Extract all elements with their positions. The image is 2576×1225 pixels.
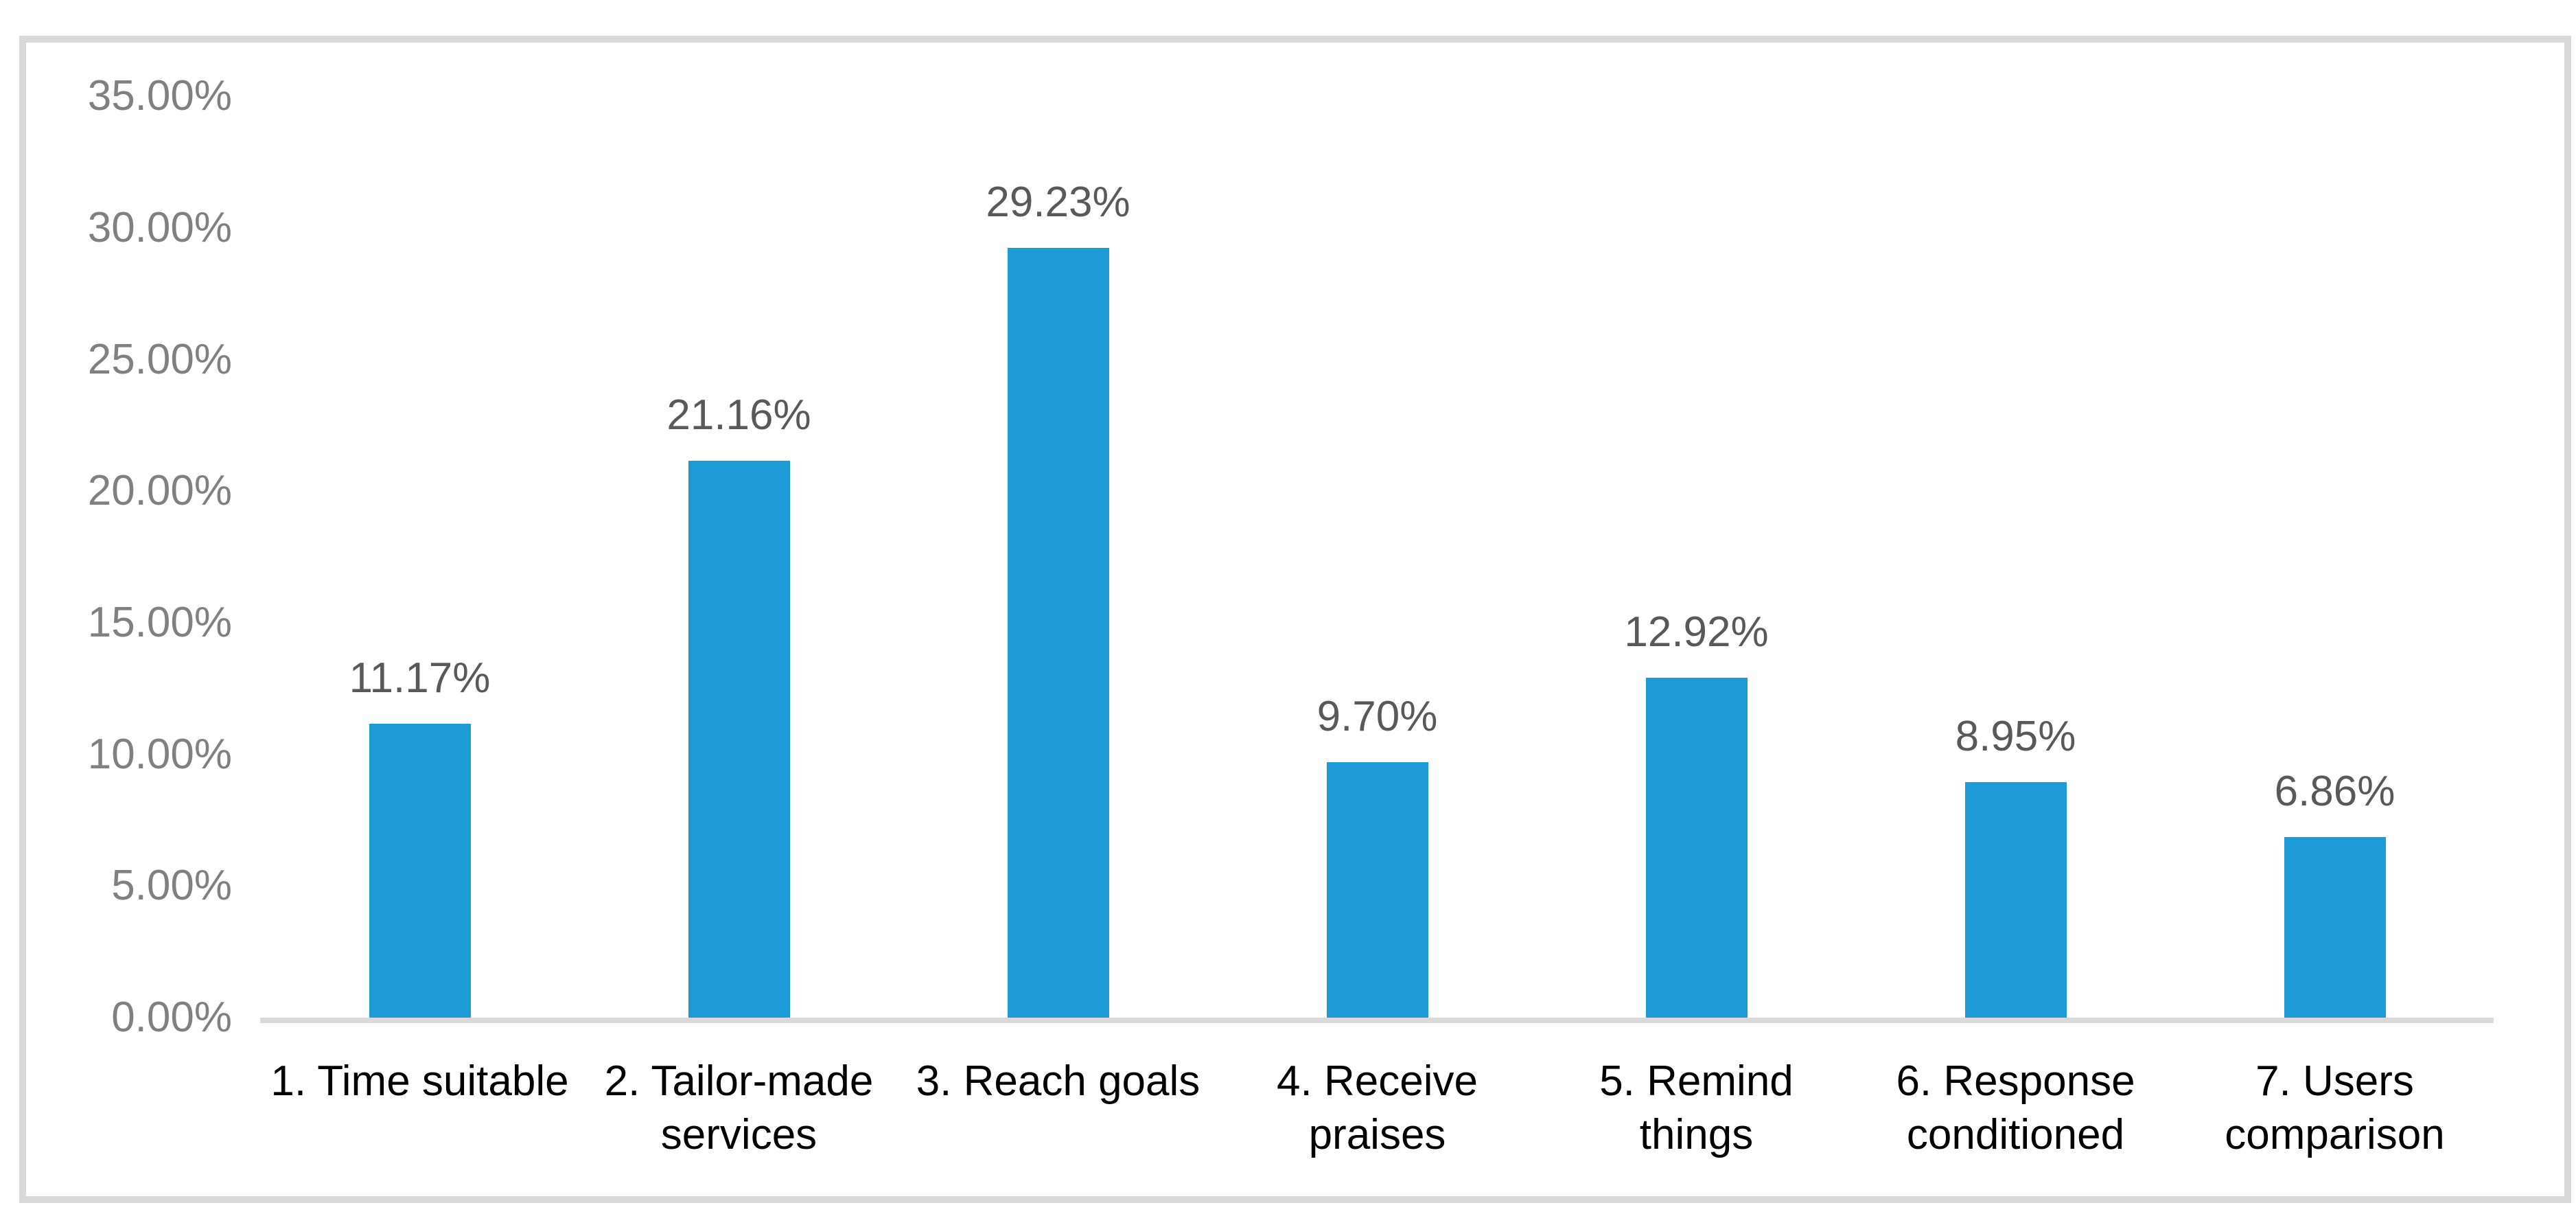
y-tick-label: 10.00%	[87, 730, 232, 778]
x-category-label-7: 7. Users comparison	[2225, 1057, 2445, 1158]
y-tick-label: 25.00%	[87, 335, 232, 383]
x-category-label-1: 1. Time suitable	[270, 1057, 569, 1105]
bar-2	[688, 460, 790, 1018]
y-tick-label: 15.00%	[87, 598, 232, 646]
data-label-2: 21.16%	[666, 391, 811, 439]
chart-frame: 0.00% 5.00% 10.00% 15.00% 20.00% 25.00% 30.00%…	[19, 36, 2571, 1203]
x-category-label-6: 6. Response conditioned	[1896, 1057, 2135, 1158]
bar-3	[1007, 248, 1109, 1018]
data-label-4: 9.70%	[1316, 693, 1438, 741]
data-label-1: 11.17%	[349, 654, 491, 702]
y-tick-label: 20.00%	[87, 467, 232, 515]
bar-6	[1964, 781, 2067, 1018]
y-tick-label: 5.00%	[111, 862, 232, 910]
x-category-label-4: 4. Receive praises	[1277, 1057, 1478, 1158]
bar-4	[1326, 762, 1428, 1018]
y-tick-label: 0.00%	[111, 994, 232, 1041]
y-tick-label: 35.00%	[87, 72, 232, 120]
x-category-label-5: 5. Remind things	[1599, 1057, 1794, 1158]
y-tick-label: 30.00%	[87, 203, 232, 251]
bar-7	[2284, 836, 2386, 1018]
data-label-7: 6.86%	[2274, 767, 2395, 815]
x-category-label-2: 2. Tailor-made services	[604, 1057, 874, 1158]
x-category-label-3: 3. Reach goals	[916, 1057, 1200, 1105]
x-axis-line	[260, 1018, 2494, 1023]
data-label-5: 12.92%	[1624, 608, 1769, 656]
data-label-6: 8.95%	[1955, 712, 2076, 760]
data-label-3: 29.23%	[986, 179, 1130, 227]
bar-1	[369, 723, 471, 1018]
bar-5	[1645, 677, 1748, 1018]
